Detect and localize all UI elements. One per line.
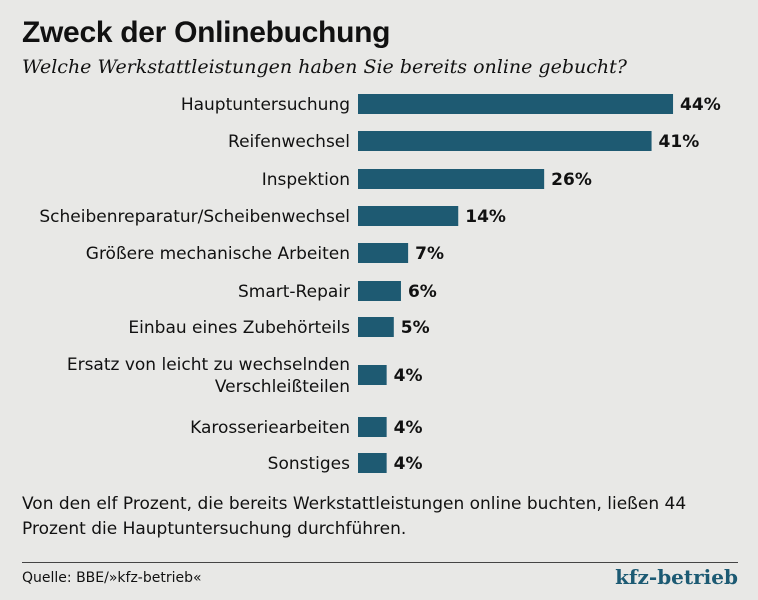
bar-8 — [358, 417, 387, 437]
value-label-0: 44% — [680, 95, 721, 115]
value-label-6: 5% — [401, 318, 430, 338]
footnote: Von den elf Prozent, die bereits Werksta… — [22, 494, 687, 539]
bar-9 — [358, 453, 387, 473]
category-label-0: Hauptuntersuchung — [181, 95, 350, 115]
bar-5 — [358, 281, 401, 301]
category-label-8: Karosseriearbeiten — [190, 418, 350, 438]
category-label-4: Größere mechanische Arbeiten — [86, 244, 350, 264]
value-label-3: 14% — [465, 207, 506, 227]
value-label-4: 7% — [415, 244, 444, 264]
bar-3 — [358, 206, 459, 226]
bar-1 — [358, 131, 652, 151]
bar-6 — [358, 317, 394, 337]
value-label-7: 4% — [394, 366, 423, 386]
value-label-1: 41% — [659, 132, 700, 152]
brand-logo: kfz-betrieb — [615, 565, 738, 589]
divider — [22, 562, 738, 563]
bar-0 — [358, 94, 674, 114]
bar-2 — [358, 169, 545, 189]
chart-title: Zweck der Onlinebuchung — [22, 16, 391, 49]
bar-7 — [358, 365, 387, 385]
category-label-2: Inspektion — [262, 170, 350, 190]
category-label-7-1: Verschleißteilen — [215, 377, 350, 397]
category-label-9: Sonstiges — [268, 454, 350, 474]
chart-subtitle: Welche Werkstattleistungen haben Sie ber… — [22, 56, 627, 78]
category-label-6: Einbau eines Zubehörteils — [128, 318, 350, 338]
value-label-9: 4% — [394, 454, 423, 474]
source-note: Quelle: BBE/»kfz-betrieb« — [22, 570, 202, 586]
category-label-7-0: Ersatz von leicht zu wechselnden — [67, 355, 350, 375]
value-label-8: 4% — [394, 418, 423, 438]
value-label-5: 6% — [408, 282, 437, 302]
bar-chart: Hauptuntersuchung 44% Reifenwechsel 41% Insp… — [39, 94, 721, 474]
category-label-1: Reifenwechsel — [228, 132, 350, 152]
category-label-5: Smart-Repair — [238, 282, 350, 302]
category-label-3: Scheibenreparatur/Scheibenwechsel — [39, 207, 350, 227]
value-label-2: 26% — [551, 170, 592, 190]
bar-4 — [358, 243, 409, 263]
